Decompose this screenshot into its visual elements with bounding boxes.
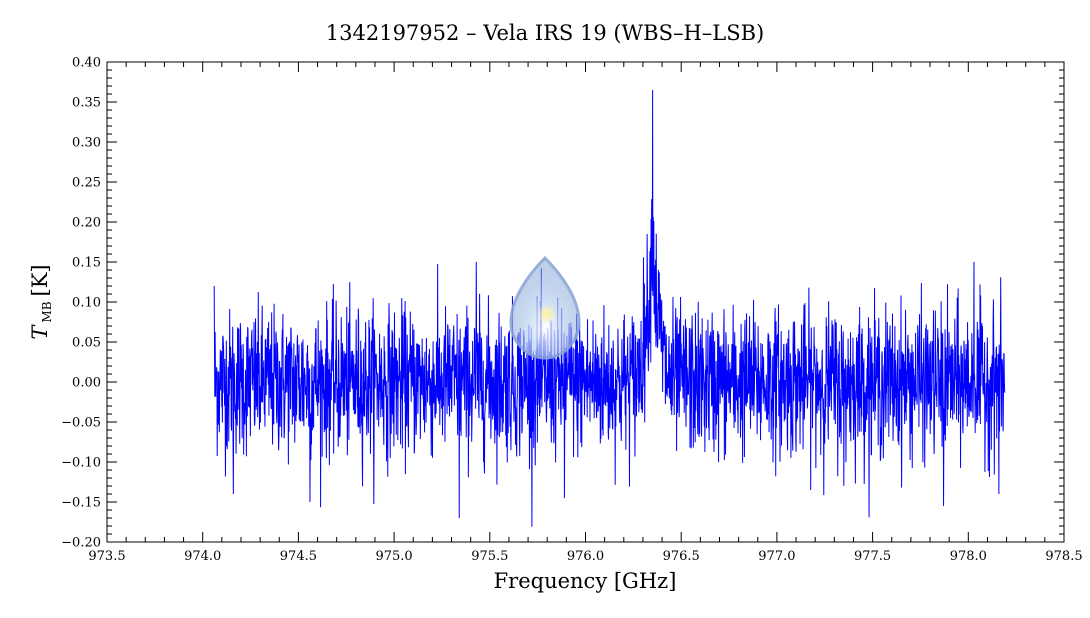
y-tick-label: −0.15 xyxy=(61,496,101,511)
y-tick-label: 0.30 xyxy=(72,136,101,151)
y-tick-label: 0.20 xyxy=(72,216,101,231)
x-tick-label: 978.0 xyxy=(950,549,987,564)
x-tick-label: 977.5 xyxy=(854,549,891,564)
y-axis-label-unit: [K] xyxy=(28,264,52,296)
y-tick-label: −0.10 xyxy=(61,456,101,471)
x-tick-label: 973.5 xyxy=(88,549,125,564)
y-tick-label: 0.15 xyxy=(72,256,101,271)
y-tick-label: 0.05 xyxy=(72,336,101,351)
y-tick-label: −0.20 xyxy=(61,536,101,551)
x-tick-label: 975.5 xyxy=(471,549,508,564)
x-tick-label: 977.0 xyxy=(758,549,795,564)
y-tick-label: 0.00 xyxy=(72,376,101,391)
x-tick-label: 975.0 xyxy=(375,549,412,564)
y-tick-label: 0.40 xyxy=(72,56,101,71)
x-tick-label: 976.5 xyxy=(663,549,700,564)
y-axis-label: T MB [K] xyxy=(28,264,54,339)
plot-frame xyxy=(106,61,1065,543)
x-tick-label: 974.0 xyxy=(184,549,221,564)
series-layer xyxy=(213,89,1006,527)
svg-text:TMB[K]: T MB [K] xyxy=(28,264,54,339)
y-axis-label-main: T xyxy=(28,324,52,340)
y-tick-label: 0.35 xyxy=(72,96,101,111)
spectrum-line xyxy=(213,89,1006,527)
y-tick-label: 0.10 xyxy=(72,296,101,311)
chart-title: 1342197952 – Vela IRS 19 (WBS–H–LSB) xyxy=(326,21,764,45)
y-tick-label: −0.05 xyxy=(61,416,101,431)
y-axis-label-sub: MB xyxy=(40,301,54,322)
x-axis-label: Frequency [GHz] xyxy=(494,569,677,593)
x-tick-label: 976.0 xyxy=(567,549,604,564)
teardrop-logo-icon xyxy=(509,255,581,360)
y-tick-label: 0.25 xyxy=(72,176,101,191)
x-axis: 973.5 974.0 974.5 975.0 975.5 976.0 976.5 977.0… xyxy=(88,62,1083,564)
x-tick-label: 974.5 xyxy=(280,549,317,564)
y-axis: −0.20 −0.15 −0.10 −0.05 0.00 0.05 0.10 0.15 0.20… xyxy=(61,56,1064,551)
x-tick-label: 978.5 xyxy=(1045,549,1082,564)
